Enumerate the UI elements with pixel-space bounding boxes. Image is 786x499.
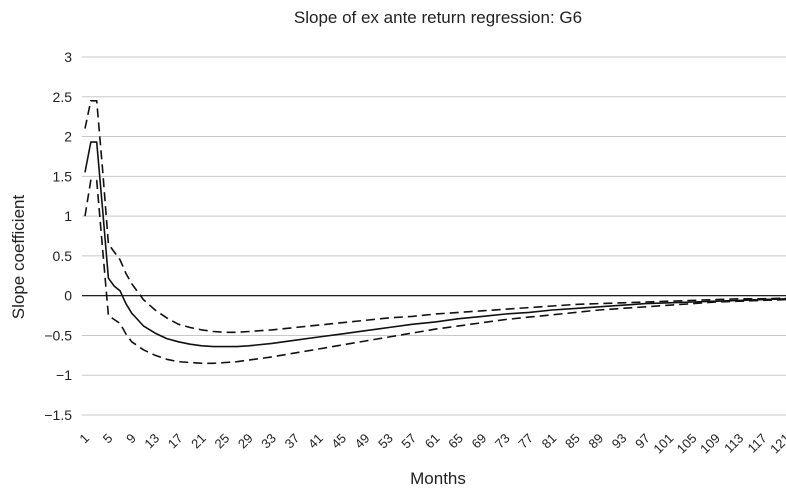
- x-tick-label: 45: [328, 431, 349, 452]
- y-tick-label: 3: [64, 49, 72, 65]
- x-tick-label: 41: [305, 431, 326, 452]
- x-tick-label: 81: [539, 431, 560, 452]
- y-tick-label: −1.5: [44, 407, 72, 423]
- x-axis-label: Months: [410, 469, 466, 488]
- x-tick-label: 97: [632, 431, 653, 452]
- y-tick-label: 2.5: [53, 89, 73, 105]
- y-tick-label: 0: [64, 288, 72, 304]
- confidence-band-line-1: [84, 100, 786, 334]
- slope-estimate-line: [84, 141, 786, 348]
- x-tick-label: 85: [562, 431, 583, 452]
- x-tick-label: 121: [767, 431, 786, 457]
- x-tick-label: 49: [352, 431, 373, 452]
- y-axis-label: Slope coefficient: [9, 195, 28, 320]
- y-tick-label: 1: [64, 208, 72, 224]
- x-tick-label: 13: [141, 431, 162, 452]
- y-tick-label: −0.5: [44, 327, 72, 343]
- series-group: [84, 100, 786, 365]
- x-tick-label: 17: [165, 431, 186, 452]
- x-tick-label: 101: [650, 431, 676, 457]
- y-axis-tick-labels: 3 2.5 2 1.5 1 0.5 0 −0.5 −1 −1.5: [44, 49, 72, 423]
- x-tick-label: 77: [515, 431, 536, 452]
- x-axis-tick-labels: 1 5 9 13 17 21 25 29 33 37 41 45 49 53 57 61 65 69 73 77 81 8…: [76, 431, 786, 457]
- y-tick-label: 0.5: [53, 248, 73, 264]
- x-tick-label: 21: [188, 431, 209, 452]
- x-tick-label: 29: [235, 431, 256, 452]
- x-tick-label: 25: [211, 431, 232, 452]
- x-tick-label: 1: [76, 431, 92, 447]
- y-tick-label: −1: [56, 367, 72, 383]
- confidence-band-line-2: [84, 179, 786, 365]
- x-tick-label: 61: [422, 431, 443, 452]
- chart-title: Slope of ex ante return regression: G6: [294, 8, 582, 27]
- gridlines: [82, 56, 786, 416]
- x-tick-label: 57: [398, 431, 419, 452]
- x-tick-label: 5: [100, 431, 116, 447]
- x-tick-label: 89: [585, 431, 606, 452]
- x-tick-label: 69: [468, 431, 489, 452]
- x-tick-label: 93: [609, 431, 630, 452]
- x-tick-label: 73: [492, 431, 513, 452]
- x-tick-label: 53: [375, 431, 396, 452]
- x-tick-label: 33: [258, 431, 279, 452]
- x-tick-label: 65: [445, 431, 466, 452]
- x-tick-label: 117: [744, 431, 769, 456]
- y-tick-label: 1.5: [53, 168, 73, 184]
- x-tick-label: 9: [123, 431, 139, 447]
- y-tick-label: 2: [64, 129, 72, 145]
- x-tick-label: 109: [697, 431, 723, 457]
- x-tick-label: 37: [282, 431, 303, 452]
- x-tick-label: 113: [721, 431, 746, 456]
- x-tick-label: 105: [674, 431, 700, 457]
